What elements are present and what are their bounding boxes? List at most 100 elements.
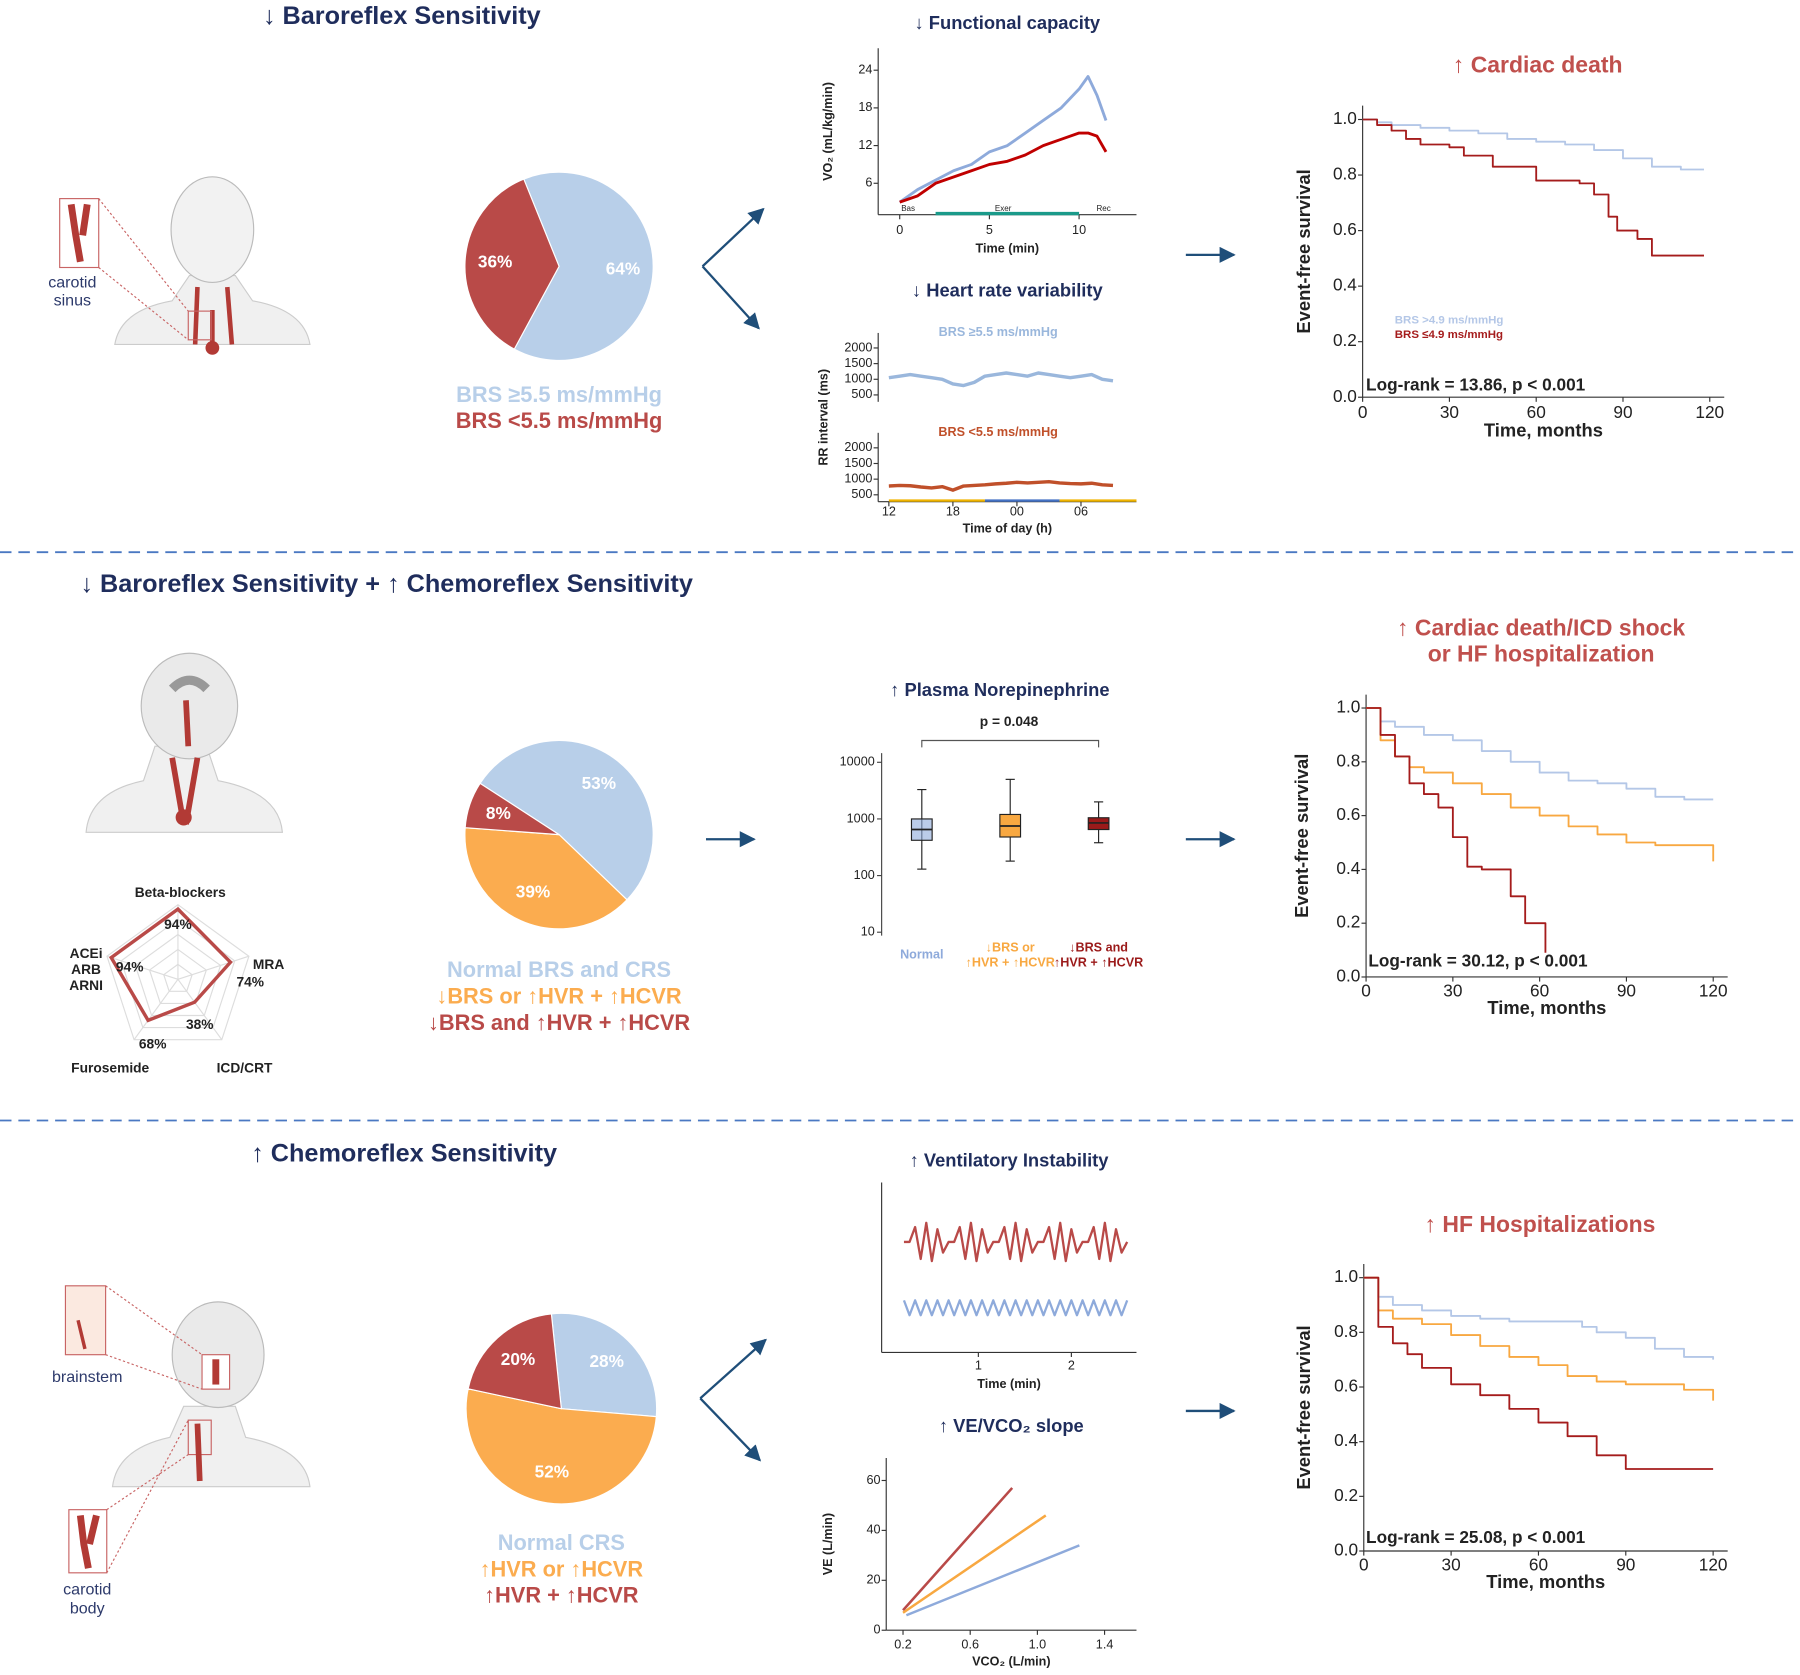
x-axis-label: Time, months — [1486, 1571, 1605, 1592]
y-tick-label: 12 — [858, 138, 872, 152]
pie-slice — [464, 782, 560, 836]
x-tick-label: 90 — [1617, 980, 1636, 1000]
x-tick-label: 60 — [1530, 980, 1549, 1000]
y-tick-label: 10 — [861, 925, 875, 939]
legend-label: Normal BRS and CRS — [447, 957, 671, 982]
y-tick-label: 20 — [866, 1573, 880, 1587]
panel-label: BRS ≥5.5 ms/mmHg — [939, 325, 1058, 339]
y-tick-label: 0.4 — [1336, 858, 1360, 878]
legend-label: ↓BRS and ↑HVR + ↑HCVR — [428, 1010, 690, 1035]
chart-title: ↑ Ventilatory Instability — [910, 1150, 1110, 1171]
radar-category: MRA — [253, 957, 284, 972]
annotation: Log-rank = 30.12, p < 0.001 — [1368, 951, 1588, 971]
y-tick-label: 0.2 — [1336, 912, 1360, 932]
x-tick-label: 0.2 — [894, 1637, 912, 1651]
anatomy-label: carotid body — [63, 1580, 112, 1618]
x-axis-label: Time (min) — [976, 241, 1040, 255]
y-tick-label: 40 — [866, 1523, 880, 1537]
radar-spoke — [133, 978, 179, 1040]
section-title: ↓ Baroreflex Sensitivity + ↑ Chemoreflex… — [80, 570, 693, 598]
y-axis-label: VO₂ (mL/kg/min) — [821, 82, 835, 181]
y-tick-label: 1000 — [844, 372, 872, 386]
chart-title: ↑ HF Hospitalizations — [1425, 1211, 1656, 1237]
x-axis-label: VCO₂ (L/min) — [972, 1655, 1050, 1669]
x-tick-label: Normal — [900, 948, 943, 962]
arrows — [699, 207, 1236, 1462]
y-tick-label: 100 — [854, 868, 875, 882]
x-axis-label: Time of day (h) — [963, 522, 1052, 536]
y-tick-label: 0.4 — [1334, 1430, 1358, 1450]
legend-label: Normal CRS — [498, 1530, 625, 1555]
radar-category: Furosemide — [71, 1060, 149, 1075]
y-tick-label: 0.0 — [1333, 386, 1357, 406]
section-title: ↑ Chemoreflex Sensitivity — [251, 1140, 557, 1168]
radar-value-label: 68% — [139, 1036, 167, 1051]
radar-ring — [120, 918, 236, 1029]
x-tick-label: 0 — [1359, 1554, 1369, 1574]
y-tick-label: 1500 — [844, 356, 872, 370]
y-tick-label: 60 — [866, 1473, 880, 1487]
radar-polygon — [108, 906, 233, 1023]
series-line — [903, 1221, 1129, 1263]
series-line — [1366, 707, 1547, 953]
x-tick-label: 2 — [1068, 1359, 1075, 1373]
x-tick-label: 1.0 — [1029, 1637, 1047, 1651]
y-tick-label: 24 — [858, 63, 872, 77]
y-axis-label: Event-free survival — [1293, 1325, 1314, 1489]
legend-label: ↓BRS or ↑HVR + ↑HCVR — [436, 983, 681, 1008]
pie-label: 39% — [516, 882, 550, 902]
pie-label: 53% — [582, 773, 616, 793]
legend-label: ↑HVR + ↑HCVR — [484, 1583, 639, 1608]
legend-label: BRS ≥5.5 ms/mmHg — [456, 382, 662, 407]
y-tick-label: 18 — [858, 100, 872, 114]
chart-title: ↑ Cardiac death — [1453, 52, 1623, 78]
radar-value-label: 74% — [236, 974, 264, 989]
y-tick-label: 1500 — [844, 456, 872, 470]
chart-title: ↑ Plasma Norepinephrine — [890, 679, 1109, 700]
anatomy-head — [64, 1285, 311, 1574]
y-tick-label: 500 — [851, 487, 872, 501]
anatomy-head — [59, 176, 311, 355]
y-tick-label: 0.2 — [1333, 330, 1357, 350]
pie-label: 64% — [606, 258, 640, 278]
chart-title: ↓ Heart rate variability — [912, 279, 1104, 300]
y-tick-label: 0.8 — [1334, 1321, 1358, 1341]
phase-label: Rec — [1096, 204, 1110, 213]
pie-label: 20% — [501, 1349, 535, 1369]
legend-label: BRS <5.5 ms/mmHg — [456, 408, 663, 433]
y-axis-label: VE (L/min) — [821, 1513, 835, 1575]
series-line — [888, 479, 1114, 492]
legend-label: ↑HVR or ↑HCVR — [480, 1556, 644, 1581]
phase-label: Bas — [901, 204, 915, 213]
x-axis-label: Time, months — [1484, 420, 1603, 441]
y-tick-label: 0 — [873, 1623, 880, 1637]
series-line — [902, 1299, 1129, 1317]
series-line — [899, 131, 1108, 204]
series-line — [1363, 1276, 1714, 1470]
radar-ring — [134, 933, 222, 1017]
legend-label: BRS ≤4.9 ms/mmHg — [1395, 329, 1503, 341]
pie-slice — [467, 1313, 563, 1410]
series-line — [888, 371, 1114, 388]
series-line — [1362, 118, 1704, 171]
series-line — [1366, 707, 1714, 801]
radar-value-label: 38% — [186, 1017, 214, 1032]
y-tick-label: 2000 — [844, 340, 872, 354]
x-tick-label: 30 — [1440, 402, 1459, 422]
y-tick-label: 6 — [865, 176, 872, 190]
x-tick-label: 0 — [1361, 980, 1371, 1000]
annotation: Log-rank = 25.08, p < 0.001 — [1366, 1527, 1586, 1547]
pie-slice — [464, 178, 560, 350]
pie-slice — [479, 739, 654, 901]
series-line — [902, 1487, 1014, 1612]
annotation: p = 0.048 — [980, 714, 1039, 729]
y-tick-label: 1.0 — [1336, 697, 1360, 717]
y-tick-label: 0.0 — [1334, 1540, 1358, 1560]
y-tick-label: 0.8 — [1333, 164, 1357, 184]
y-tick-label: 500 — [851, 387, 872, 401]
y-tick-label: 0.6 — [1333, 219, 1357, 239]
y-tick-label: 1000 — [844, 471, 872, 485]
y-axis-label: RR interval (ms) — [817, 369, 831, 466]
